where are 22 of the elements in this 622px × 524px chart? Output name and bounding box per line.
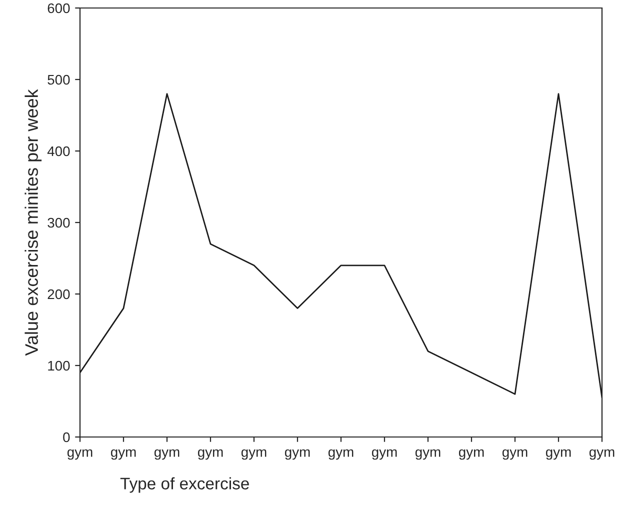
x-axis-title: Type of excercise — [120, 477, 249, 493]
y-tick-label: 300 — [48, 218, 70, 228]
x-tick-label: gym — [372, 449, 397, 460]
y-tick-label: 0 — [63, 432, 70, 442]
y-tick-label: 500 — [48, 74, 70, 85]
x-tick-label: gym — [546, 449, 571, 460]
x-tick-label: gym — [198, 449, 223, 460]
y-tick-label: 400 — [47, 146, 70, 156]
y-axis-title: Value excercise minites per week — [24, 89, 42, 356]
x-tick-label: gym — [415, 449, 440, 460]
y-tick-label: 100 — [48, 360, 70, 371]
x-tick-label: gym — [110, 449, 136, 460]
x-tick-label: gym — [154, 449, 180, 460]
y-tick-label: 200 — [48, 289, 70, 300]
x-tick-label: gym — [67, 449, 92, 460]
x-tick-label: gym — [458, 449, 484, 460]
x-tick-label: gym — [241, 449, 266, 460]
x-tick-label: gym — [502, 449, 528, 460]
y-tick-label: 600 — [48, 3, 70, 14]
x-tick-label: gym — [284, 449, 310, 460]
x-tick-label: gym — [328, 449, 354, 460]
x-tick-label: gym — [589, 449, 614, 460]
